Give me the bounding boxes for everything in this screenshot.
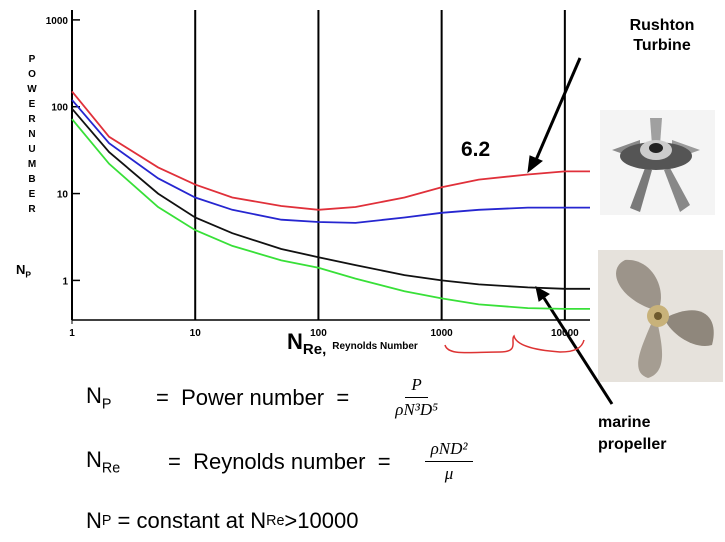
symbol-sub: P — [101, 396, 112, 413]
symbol-main: N — [86, 382, 102, 408]
x-tick-label: 10 — [190, 328, 202, 339]
note-part: >10000 — [284, 508, 359, 533]
y-tick-label: 10 — [57, 190, 69, 201]
note-part: N — [86, 508, 102, 533]
annotation-arrows — [527, 57, 614, 405]
rushton-turbine-image — [600, 110, 715, 215]
formula-denominator: ρN³D⁵ — [395, 400, 439, 419]
symbol-sub: Re — [101, 460, 121, 477]
y-tick-label: 100 — [51, 103, 68, 114]
definition-text: = Power number = — [156, 384, 350, 410]
y-axis-label: POWER NUMBER — [27, 54, 39, 215]
y-symbol-main: N — [16, 262, 26, 277]
x-label-main: N — [287, 329, 303, 354]
x-axis-label: NRe, Reynolds Number — [287, 329, 418, 358]
y-axis-symbol: NP — [16, 262, 31, 280]
x-label-note: Reynolds Number — [332, 341, 418, 352]
y-tick-label: 1000 — [46, 16, 69, 27]
series-line — [71, 118, 590, 310]
definition-row: NRe = Reynolds number = ρND² μ — [86, 439, 474, 484]
formula-denominator: μ — [444, 464, 454, 483]
formula-numerator: P — [405, 375, 428, 398]
formula-numerator: ρND² — [424, 439, 474, 462]
annotation: 6.2 — [461, 138, 491, 161]
x-tick-label: 10000 — [551, 328, 579, 339]
note-part: = constant at N — [111, 508, 267, 533]
annotation: Rushton Turbine — [629, 17, 695, 54]
note-part: Re — [266, 513, 285, 529]
symbol-main: N — [86, 446, 102, 472]
series-line — [71, 90, 590, 211]
symbol: NRe — [86, 447, 156, 476]
series-line — [71, 108, 590, 290]
marine-propeller-image — [598, 250, 723, 382]
formula: ρND² μ — [424, 439, 474, 484]
note-part: P — [101, 513, 112, 529]
y-symbol-sub: P — [25, 269, 32, 280]
definition-text: = Reynolds number = — [168, 448, 391, 474]
annotation: marine propeller — [598, 414, 667, 453]
x-tick-label: 1 — [69, 328, 75, 339]
range-brace — [444, 334, 585, 354]
y-tick-label: 1 — [62, 276, 68, 287]
x-tick-label: 1000 — [431, 328, 454, 339]
x-label-sub: Re, — [303, 341, 326, 358]
x-tick-label: 100 — [310, 328, 327, 339]
series-line — [71, 99, 590, 224]
symbol: NP — [86, 383, 156, 412]
